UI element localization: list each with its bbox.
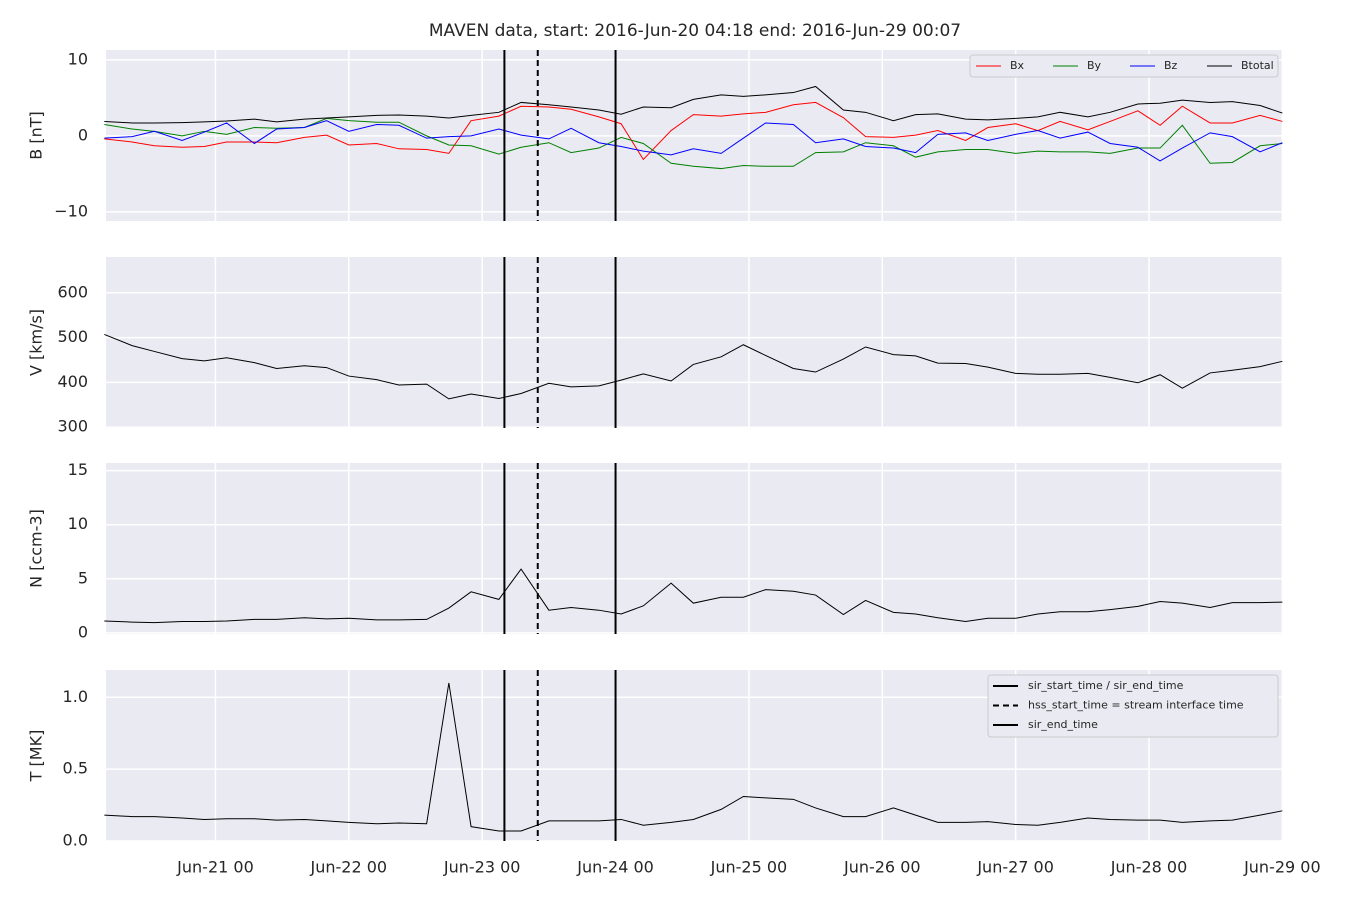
x-tick-label: Jun-24 00 <box>576 858 654 877</box>
data-line <box>104 682 1283 832</box>
y-axis-label: N [ccm-3] <box>27 509 46 588</box>
y-tick-label: 10 <box>68 514 88 533</box>
data-line <box>104 101 1283 161</box>
x-tick-label: Jun-26 00 <box>843 858 921 877</box>
legend-label: By <box>1087 59 1102 72</box>
y-axis-label: T [MK] <box>27 730 46 783</box>
legend-label: sir_start_time / sir_end_time <box>1028 679 1184 692</box>
y-tick-label: 0 <box>78 125 88 144</box>
data-line <box>104 85 1283 124</box>
plot-area <box>106 463 1283 634</box>
y-tick-label: 5 <box>78 568 88 587</box>
x-tick-label: Jun-29 00 <box>1243 858 1321 877</box>
y-tick-label: 500 <box>57 327 88 346</box>
data-line <box>104 333 1283 400</box>
x-tick-label: Jun-25 00 <box>710 858 788 877</box>
y-tick-label: 15 <box>68 460 88 479</box>
legend-label: Bz <box>1164 59 1178 72</box>
y-tick-label: 0.5 <box>63 759 88 778</box>
x-tick-label: Jun-27 00 <box>976 858 1054 877</box>
legend-label: hss_start_time = stream interface time <box>1028 699 1244 712</box>
y-tick-label: 600 <box>57 282 88 301</box>
legend-label: Btotal <box>1241 59 1274 72</box>
plot-area <box>106 257 1283 428</box>
legend-box <box>969 54 1279 78</box>
x-tick-label: Jun-21 00 <box>176 858 254 877</box>
y-tick-label: −10 <box>54 201 88 220</box>
y-tick-label: 0.0 <box>63 831 88 850</box>
x-tick-label: Jun-28 00 <box>1110 858 1188 877</box>
x-tick-label: Jun-23 00 <box>443 858 521 877</box>
legend-label: Bx <box>1010 59 1025 72</box>
y-tick-label: 0 <box>78 622 88 641</box>
x-tick-label: Jun-22 00 <box>310 858 388 877</box>
y-axis-label: V [km/s] <box>27 309 46 376</box>
data-line <box>104 568 1283 624</box>
legend-label: sir_end_time <box>1028 718 1098 731</box>
y-tick-label: 1.0 <box>63 687 88 706</box>
y-tick-label: 400 <box>57 372 88 391</box>
y-tick-label: 300 <box>57 417 88 436</box>
legend-box <box>987 674 1279 738</box>
y-axis-label: B [nT] <box>27 111 46 159</box>
chart-title: MAVEN data, start: 2016-Jun-20 04:18 end… <box>429 21 961 41</box>
y-tick-label: 10 <box>68 49 88 68</box>
data-line <box>104 120 1283 162</box>
